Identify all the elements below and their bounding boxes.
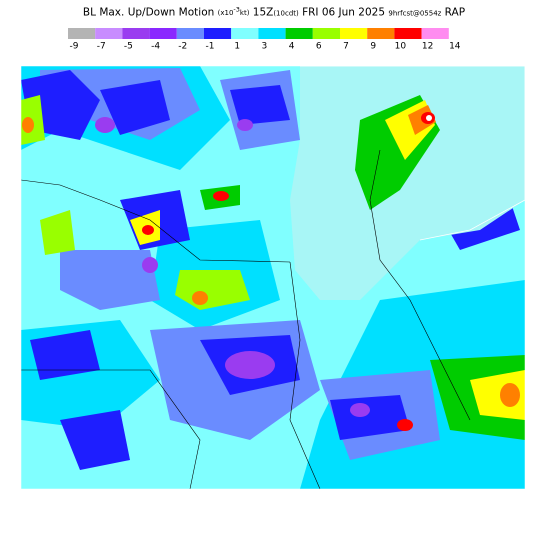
title-forecast: 9hrfcst@0554z (388, 9, 442, 18)
legend-swatch (421, 28, 449, 39)
legend-label: 6 (316, 42, 322, 52)
title-local-time: (10cdt) (273, 9, 299, 18)
legend-swatch (394, 28, 422, 39)
legend-label: 4 (289, 42, 295, 52)
legend-label: -5 (124, 42, 133, 52)
legend-label: -1 (206, 42, 215, 52)
legend-swatch (204, 28, 232, 39)
color-legend: -9 -7 -5 -4 -2 -1 1 3 4 6 7 9 10 12 14 (68, 28, 461, 52)
legend-label: 12 (422, 42, 433, 52)
legend-swatch (258, 28, 286, 39)
units-prefix: (x10 (217, 9, 234, 18)
legend-label: -7 (97, 42, 106, 52)
legend-label: -4 (151, 42, 160, 52)
field-warm (21, 95, 525, 440)
legend-swatch (122, 28, 150, 39)
legend-swatch (285, 28, 313, 39)
legend-swatch (367, 28, 395, 39)
title-product: BL Max. Up/Down Motion (82, 6, 215, 19)
lake-michigan (290, 66, 525, 300)
title-time: 15Z (252, 6, 274, 19)
legend-label: 10 (395, 42, 407, 52)
legend-label: 3 (262, 42, 268, 52)
legend-swatch (231, 28, 259, 39)
title-units: (x10-3kt) (217, 6, 250, 18)
units-suffix: kt) (239, 9, 250, 18)
title: BL Max. Up/Down Motion (x10-3kt) 15Z(10c… (0, 6, 548, 18)
field-purple (95, 117, 370, 417)
title-model: RAP (444, 6, 466, 19)
legend-label: 1 (234, 42, 240, 52)
legend-label: 7 (343, 42, 349, 52)
legend-swatch (340, 28, 368, 39)
legend-swatch (176, 28, 204, 39)
map (20, 65, 526, 490)
units-exponent: -3 (233, 6, 240, 14)
legend-label: -2 (178, 42, 187, 52)
legend-label: -9 (70, 42, 79, 52)
legend-label: 14 (449, 42, 461, 52)
title-date: FRI 06 Jun 2025 (302, 6, 386, 19)
legend-swatch (149, 28, 177, 39)
legend-label: 9 (370, 42, 376, 52)
legend-swatch (95, 28, 123, 39)
borders (20, 149, 471, 490)
legend-swatch (68, 28, 96, 39)
legend-swatch (312, 28, 340, 39)
map-frame (20, 65, 526, 490)
